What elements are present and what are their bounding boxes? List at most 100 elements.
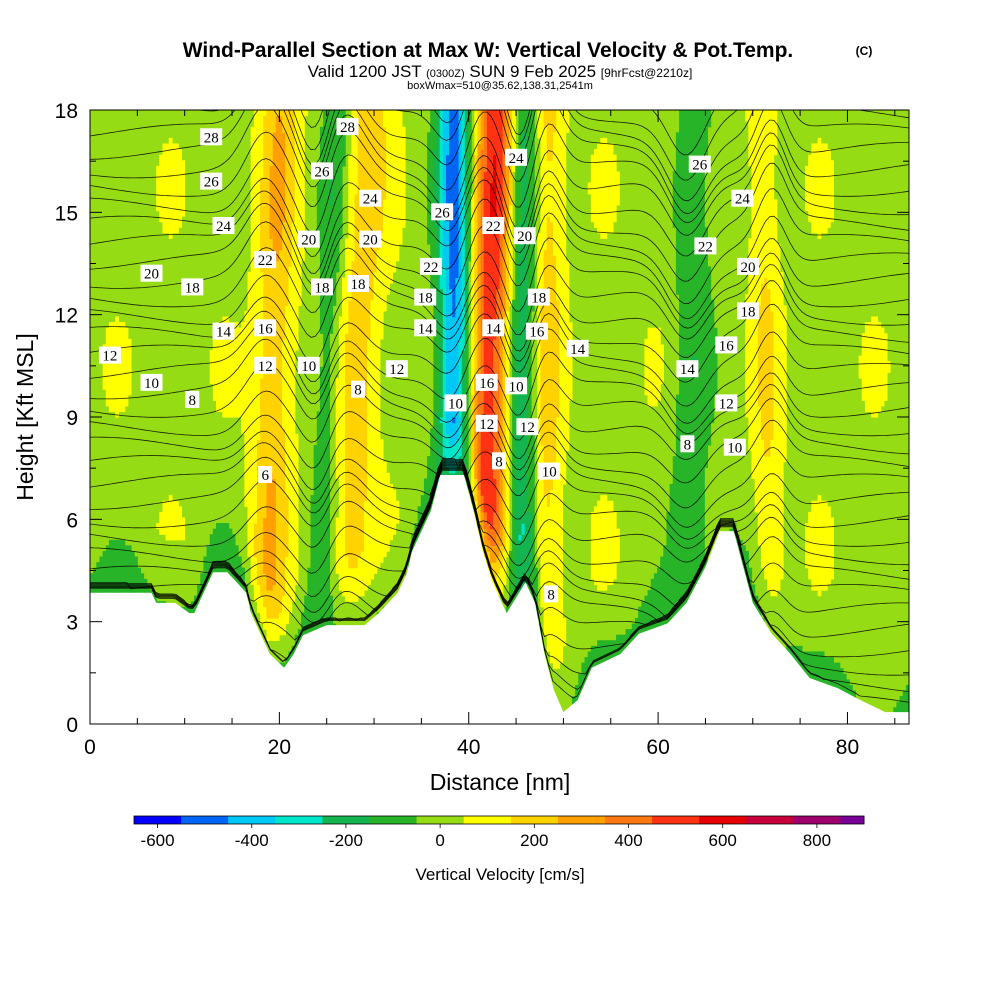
velocity-cell xyxy=(351,110,356,262)
velocity-cell xyxy=(275,115,280,262)
colorbar-swatch xyxy=(416,816,465,824)
velocity-cell xyxy=(319,366,324,724)
velocity-cell xyxy=(612,511,617,580)
velocity-cell xyxy=(814,143,819,234)
velocity-cell xyxy=(433,149,438,228)
title-block: Wind-Parallel Section at Max W: Vertical… xyxy=(183,39,873,92)
velocity-cell xyxy=(256,110,261,440)
velocity-cell xyxy=(162,143,167,234)
contour-label: 12 xyxy=(385,360,408,378)
colorbar-swatch xyxy=(699,816,747,824)
velocity-cell xyxy=(490,545,494,563)
velocity-cell xyxy=(354,567,359,602)
velocity-cell xyxy=(297,110,302,306)
velocity-cell xyxy=(603,137,608,239)
svg-text:24: 24 xyxy=(509,151,525,167)
colorbar-swatch xyxy=(275,816,323,824)
velocity-cell xyxy=(480,428,485,496)
contour-label: 16 xyxy=(254,319,277,337)
velocity-cell xyxy=(531,428,535,680)
velocity-cell xyxy=(269,472,274,591)
velocity-cell xyxy=(609,500,614,586)
velocity-cell xyxy=(458,422,463,457)
velocity-cell xyxy=(348,154,353,301)
velocity-cell xyxy=(527,110,532,513)
contour-label: 16 xyxy=(525,322,548,341)
velocity-cell xyxy=(871,316,875,418)
velocity-cell xyxy=(449,110,453,290)
velocity-cell xyxy=(260,176,264,273)
velocity-cell xyxy=(515,165,519,329)
velocity-cell xyxy=(694,366,699,647)
velocity-cell xyxy=(477,110,482,145)
velocity-cell xyxy=(553,110,557,133)
velocity-cell xyxy=(499,545,504,569)
contour-label: 22 xyxy=(419,257,442,276)
y-tick-label: 18 xyxy=(55,100,78,123)
theta-contour-line xyxy=(90,460,909,549)
velocity-cell xyxy=(486,110,491,524)
svg-text:22: 22 xyxy=(486,219,501,235)
velocity-cell xyxy=(216,322,220,413)
velocity-cell xyxy=(464,110,469,318)
velocity-cell xyxy=(543,249,548,496)
velocity-cell xyxy=(868,322,872,413)
velocity-cell xyxy=(124,327,129,407)
velocity-cell xyxy=(285,556,290,625)
contour-label: 8 xyxy=(544,585,559,603)
svg-text:14: 14 xyxy=(418,321,434,337)
velocity-cell xyxy=(783,305,787,463)
velocity-cell xyxy=(685,110,690,669)
velocity-cell xyxy=(228,322,233,418)
y-tick-label: 12 xyxy=(55,305,78,328)
velocity-cell xyxy=(493,511,497,546)
velocity-cell xyxy=(386,110,390,295)
velocity-cell xyxy=(877,322,882,413)
velocity-cell xyxy=(222,316,227,418)
velocity-cell xyxy=(348,299,353,569)
velocity-cell xyxy=(401,126,406,228)
velocity-cell xyxy=(672,171,677,228)
velocity-cell xyxy=(820,651,825,714)
velocity-cell xyxy=(808,154,812,223)
velocity-cell xyxy=(168,495,173,541)
velocity-cell xyxy=(301,110,305,262)
velocity-cell xyxy=(360,550,365,597)
velocity-cell xyxy=(543,110,548,128)
svg-text:18: 18 xyxy=(741,304,756,320)
svg-text:8: 8 xyxy=(684,437,692,453)
velocity-cell xyxy=(864,322,869,413)
velocity-cell xyxy=(493,154,497,217)
contour-label: 12 xyxy=(254,356,277,375)
velocity-cell xyxy=(269,238,274,474)
theta-contour-line xyxy=(90,322,909,424)
velocity-cell xyxy=(439,110,444,290)
velocity-cell xyxy=(675,394,680,692)
velocity-cell xyxy=(880,327,885,407)
velocity-cell xyxy=(351,260,356,569)
axes: 0 20 40 60 80 0 3 6 9 12 15 18 xyxy=(55,100,909,759)
velocity-cell xyxy=(490,182,494,223)
velocity-cell xyxy=(553,132,557,256)
theta-contour-line xyxy=(90,398,909,484)
velocity-cell xyxy=(521,132,526,524)
velocity-cell xyxy=(597,500,601,591)
colorbar-swatch xyxy=(134,816,182,824)
velocity-cell xyxy=(612,154,617,223)
svg-text:12: 12 xyxy=(479,417,494,433)
velocity-cell xyxy=(691,372,696,653)
velocity-cell xyxy=(382,461,387,558)
velocity-cell xyxy=(773,199,778,597)
velocity-cell xyxy=(515,327,519,591)
velocity-cell xyxy=(253,110,258,524)
velocity-cell xyxy=(382,199,387,312)
contour-label: 10 xyxy=(505,377,528,395)
velocity-cell xyxy=(565,110,570,133)
theta-contour-line xyxy=(90,110,909,215)
x-axis-label: Distance [nm] xyxy=(430,769,571,795)
velocity-cell xyxy=(600,495,605,591)
svg-text:28: 28 xyxy=(340,120,355,136)
valid-prefix: Valid 1200 JST xyxy=(308,62,422,81)
velocity-cell xyxy=(811,143,816,234)
velocity-cell xyxy=(260,377,264,597)
